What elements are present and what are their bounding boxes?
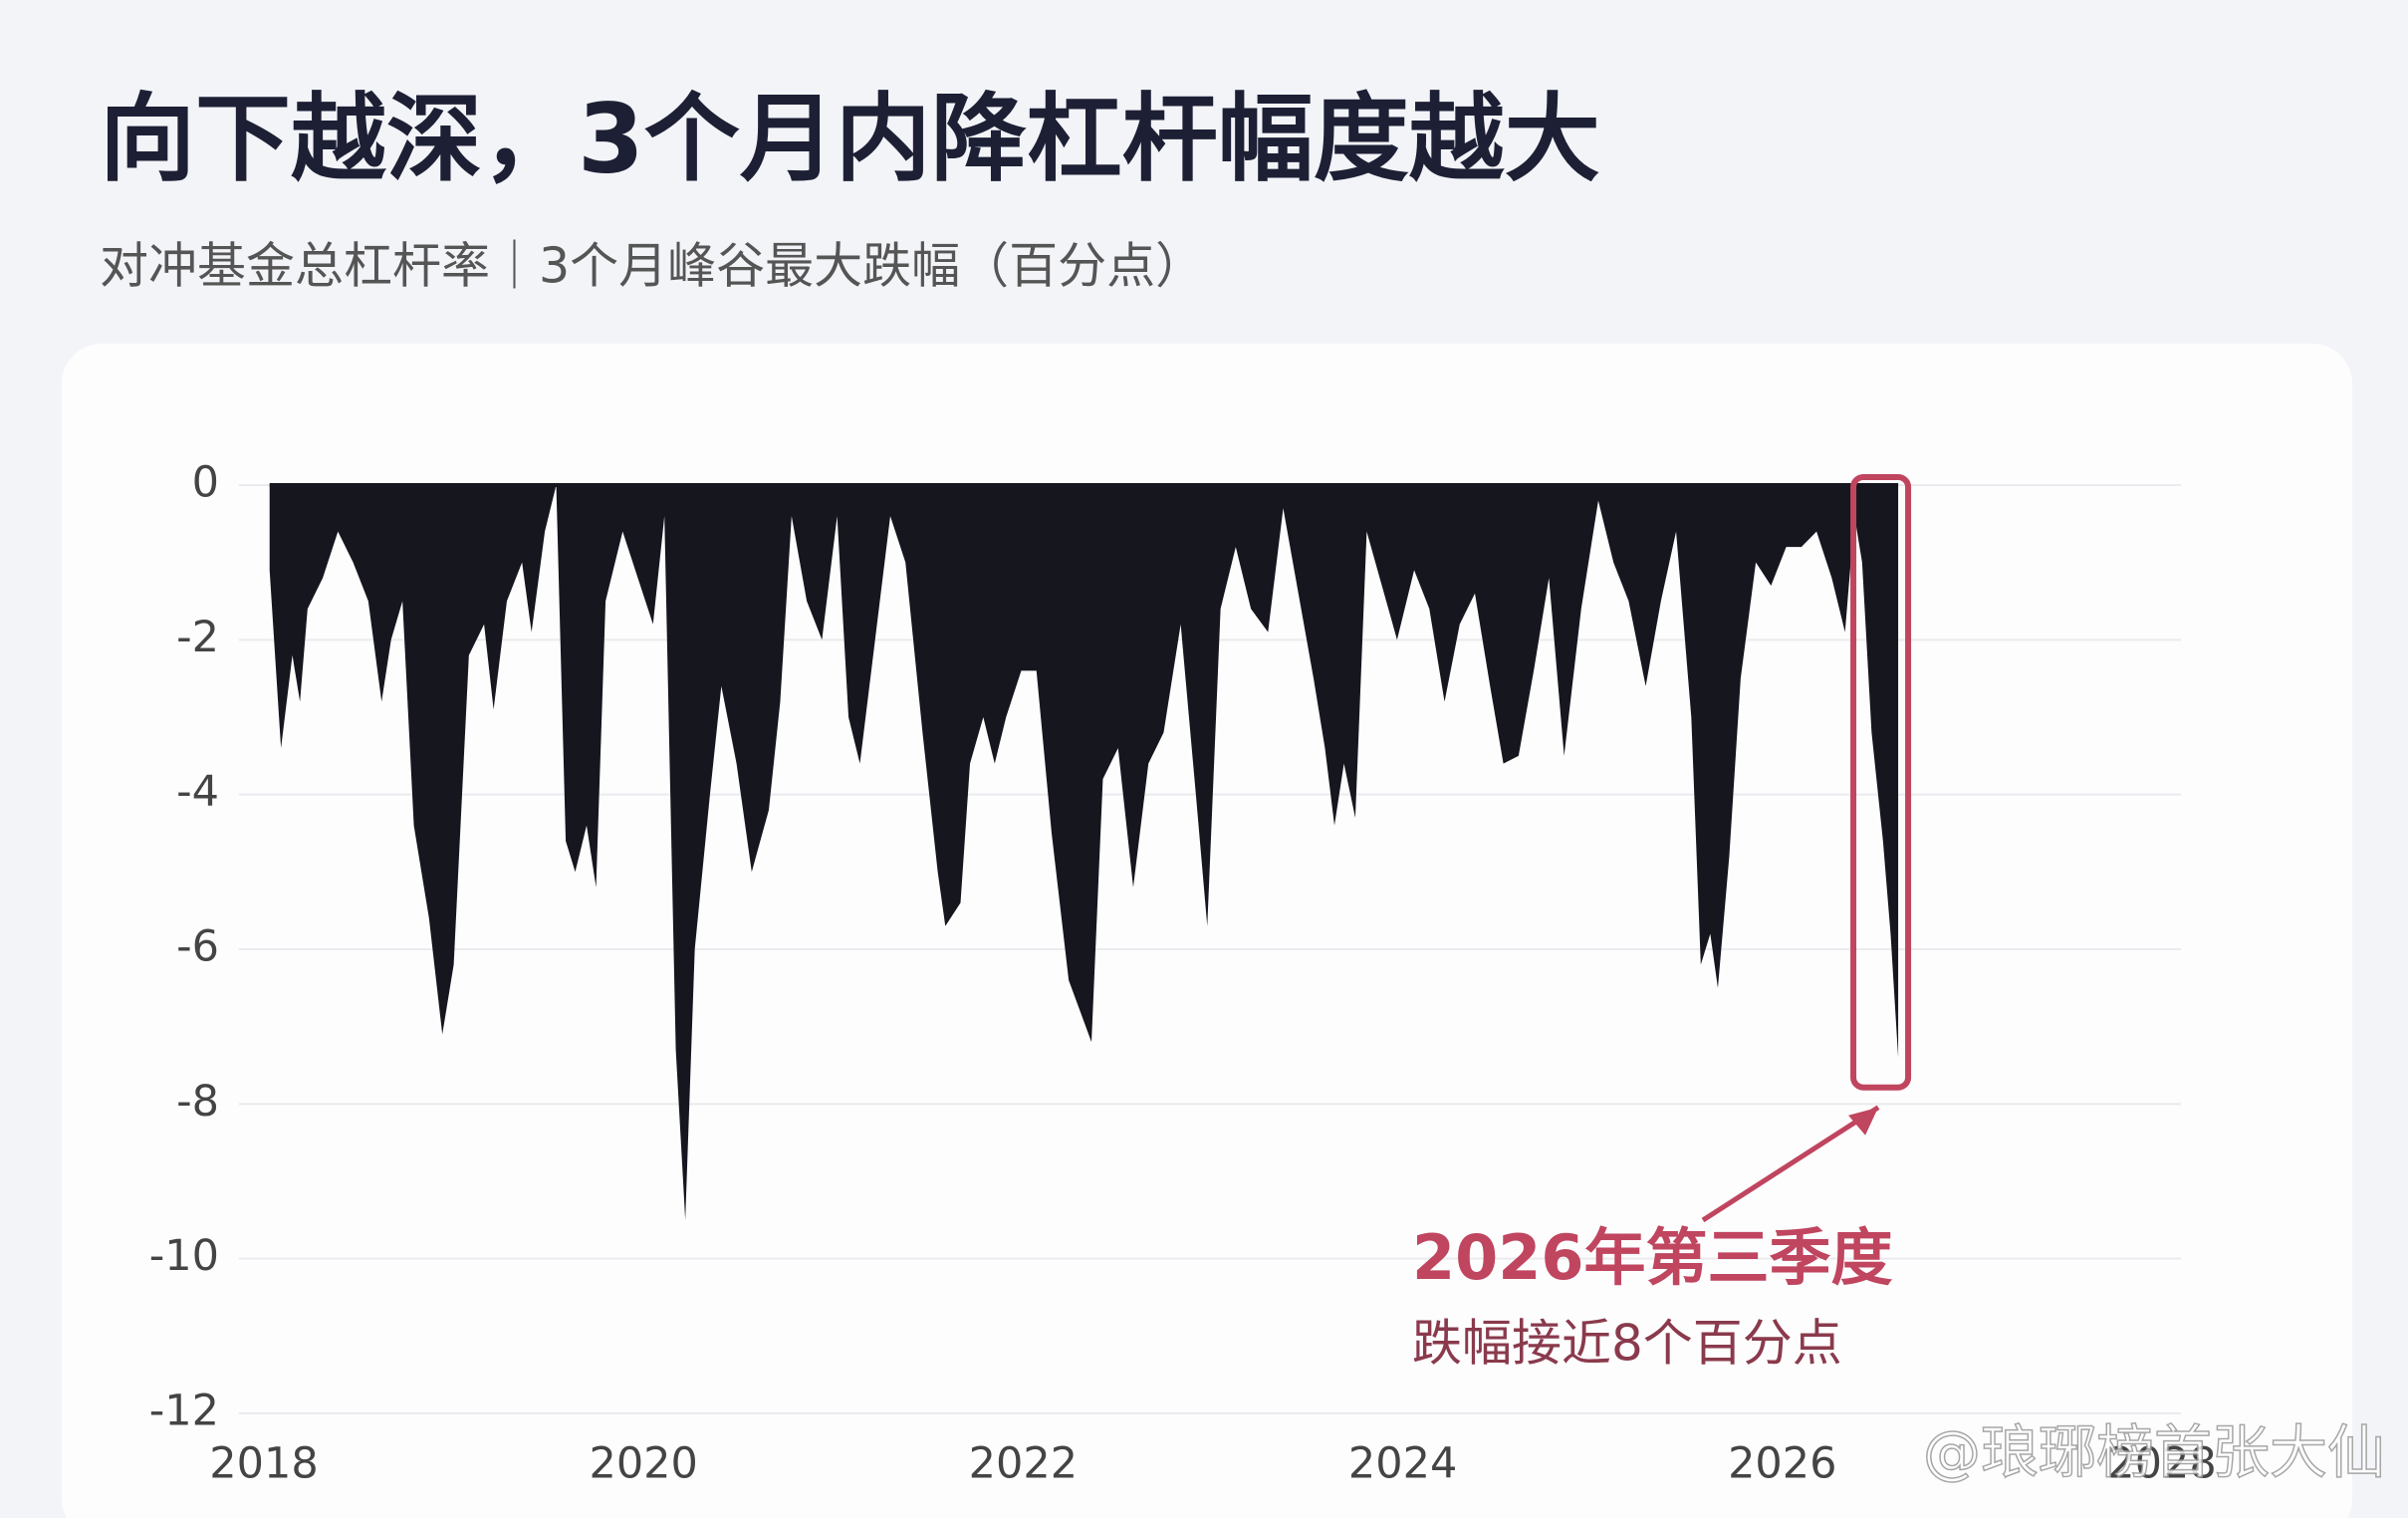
area (269, 485, 1899, 1220)
watermark: @琅琊榜首张大仙 (1923, 1418, 2385, 1486)
annotation-text: 跌幅接近8个百分点 (1412, 1315, 1842, 1373)
annotation-title: 2026年第三季度 (1412, 1221, 1893, 1294)
x-tick-label: 2028 (2107, 1439, 2216, 1489)
x-tick-label: 2020 (589, 1439, 697, 1489)
y-tick-label: -12 (149, 1387, 219, 1436)
x-tick-label: 2026 (1728, 1439, 1836, 1489)
chart-subtitle: 对冲基金总杠杆率｜3个月峰谷最大跌幅（百分点） (100, 238, 1204, 295)
arrow-head (1848, 1107, 1879, 1136)
chart-title: 向下越深，3个月内降杠杆幅度越大 (100, 83, 1600, 194)
highlight-box (1850, 474, 1912, 1091)
y-tick-label: -2 (176, 613, 219, 662)
y-tick-label: 0 (192, 458, 219, 508)
card (62, 344, 2352, 1518)
y-tick-label: -6 (176, 922, 219, 972)
x-tick-label: 2022 (969, 1439, 1078, 1489)
x-tick-label: 2018 (209, 1439, 318, 1489)
y-tick-label: -8 (176, 1077, 219, 1127)
x-tick-label: 2024 (1348, 1439, 1457, 1489)
arrow (1701, 1105, 1880, 1223)
y-tick-label: -10 (149, 1231, 219, 1281)
y-tick-label: -4 (176, 767, 219, 817)
